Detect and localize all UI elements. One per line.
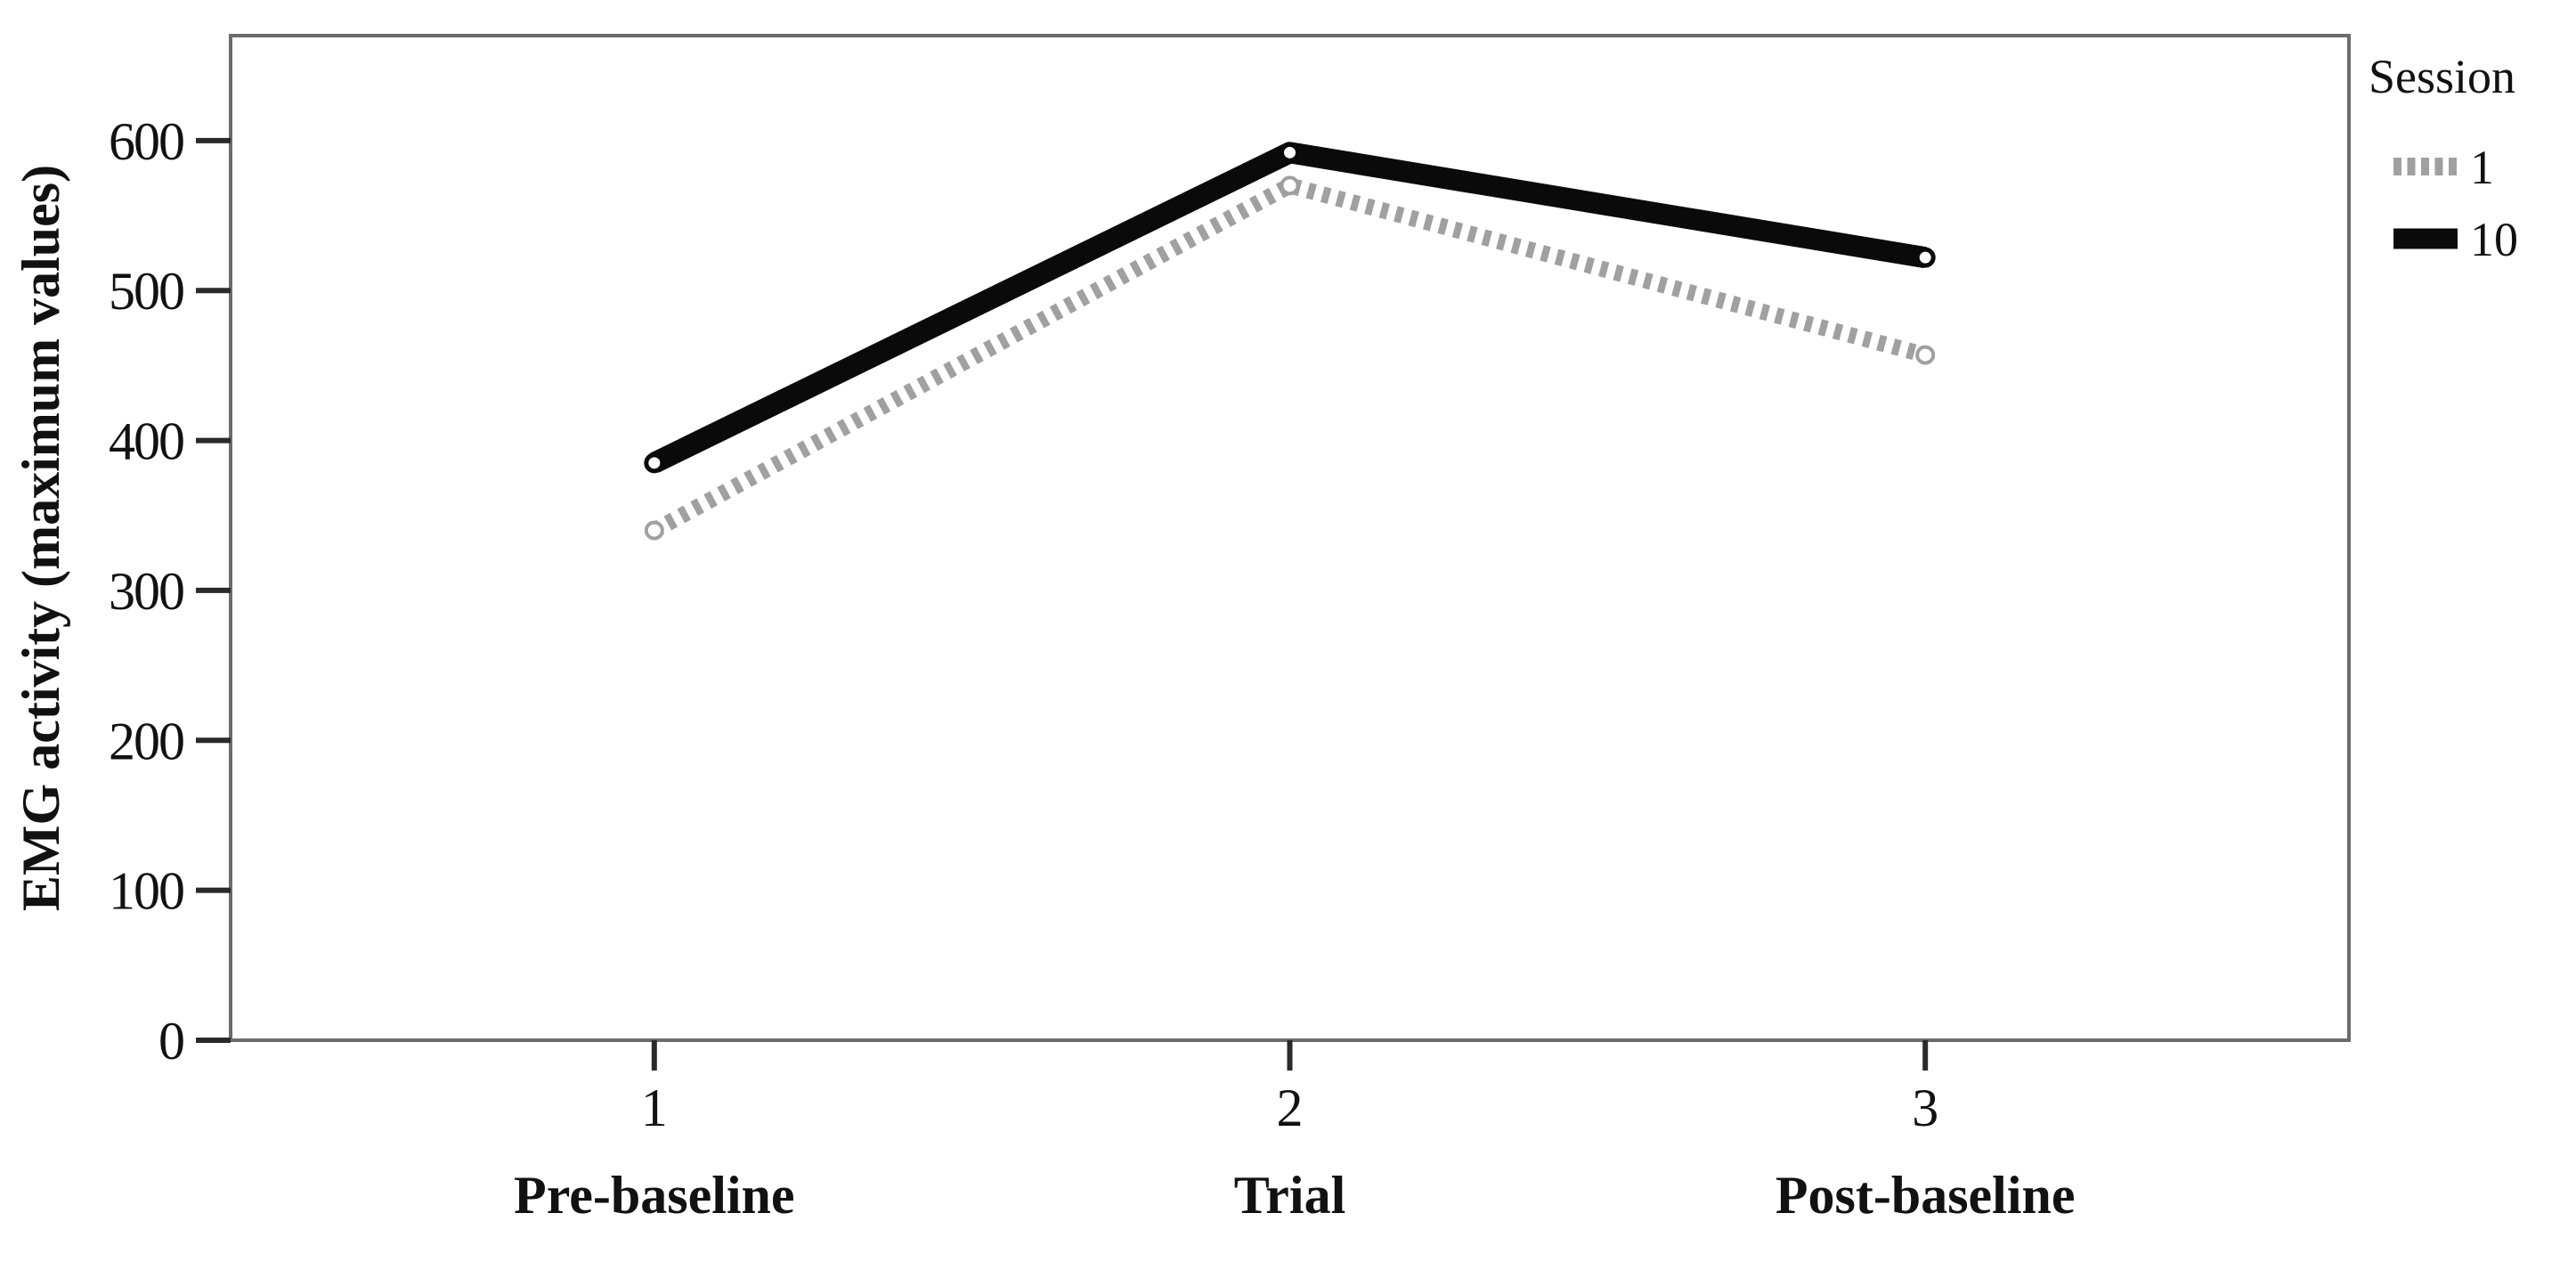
y-tick-label: 0 (158, 1012, 183, 1071)
data-point-marker-session-1 (1280, 175, 1300, 196)
legend: Session 110 (2369, 50, 2518, 266)
y-axis-labels: 0 100 200 300 400 500 600 (109, 112, 185, 1071)
data-point-marker-session-10 (644, 452, 665, 474)
series-markers (644, 142, 1936, 541)
x-axis-category-labels: Pre-baseline Trial Post-baseline (514, 1166, 2075, 1225)
y-tick-label: 500 (109, 262, 183, 321)
y-tick-label: 600 (109, 112, 183, 171)
series-lines (649, 142, 1928, 538)
legend-entry-label: 10 (2470, 213, 2518, 266)
x-tick-label: 1 (641, 1079, 668, 1137)
data-point-marker-session-1 (1915, 345, 1936, 365)
legend-entry-label: 1 (2470, 141, 2494, 194)
data-point-marker-session-10 (1280, 142, 1300, 163)
legend-title: Session (2369, 50, 2515, 103)
x-tick-label: 3 (1912, 1079, 1938, 1137)
x-category-label: Post-baseline (1776, 1166, 2076, 1225)
data-point-marker-session-10 (1914, 247, 1936, 268)
y-tick-label: 100 (109, 862, 183, 921)
data-point-marker-session-1 (644, 520, 664, 541)
y-tick-label: 300 (109, 562, 183, 621)
x-axis-number-labels: 1 2 3 (641, 1079, 1938, 1137)
y-tick-label: 200 (109, 712, 183, 770)
y-axis-title: EMG activity (maximum values) (12, 165, 70, 911)
y-tick-label: 400 (109, 412, 183, 471)
x-category-label: Pre-baseline (514, 1166, 795, 1225)
y-axis-ticks (196, 137, 231, 1043)
x-category-label: Trial (1234, 1166, 1346, 1225)
x-axis-ticks (651, 1040, 1929, 1071)
legend-entries: 110 (2393, 141, 2518, 266)
x-tick-label: 2 (1277, 1079, 1304, 1137)
